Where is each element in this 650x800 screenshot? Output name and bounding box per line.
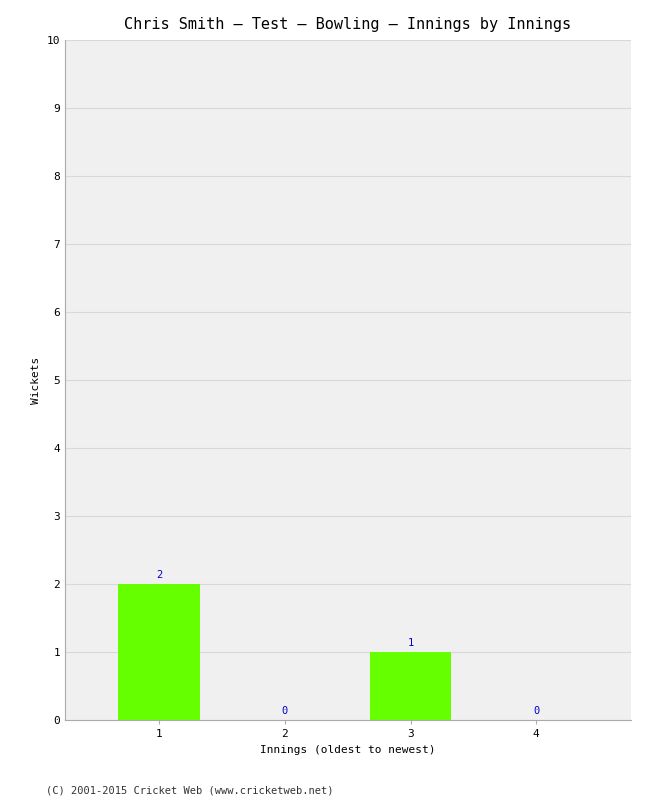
Text: (C) 2001-2015 Cricket Web (www.cricketweb.net): (C) 2001-2015 Cricket Web (www.cricketwe… <box>46 786 333 795</box>
Text: 0: 0 <box>533 706 540 716</box>
Text: 0: 0 <box>282 706 288 716</box>
Bar <box>370 652 451 720</box>
Y-axis label: Wickets: Wickets <box>31 356 41 404</box>
Bar <box>118 584 200 720</box>
Title: Chris Smith – Test – Bowling – Innings by Innings: Chris Smith – Test – Bowling – Innings b… <box>124 17 571 32</box>
X-axis label: Innings (oldest to newest): Innings (oldest to newest) <box>260 745 436 754</box>
Text: 2: 2 <box>156 570 162 580</box>
Text: 1: 1 <box>408 638 413 648</box>
